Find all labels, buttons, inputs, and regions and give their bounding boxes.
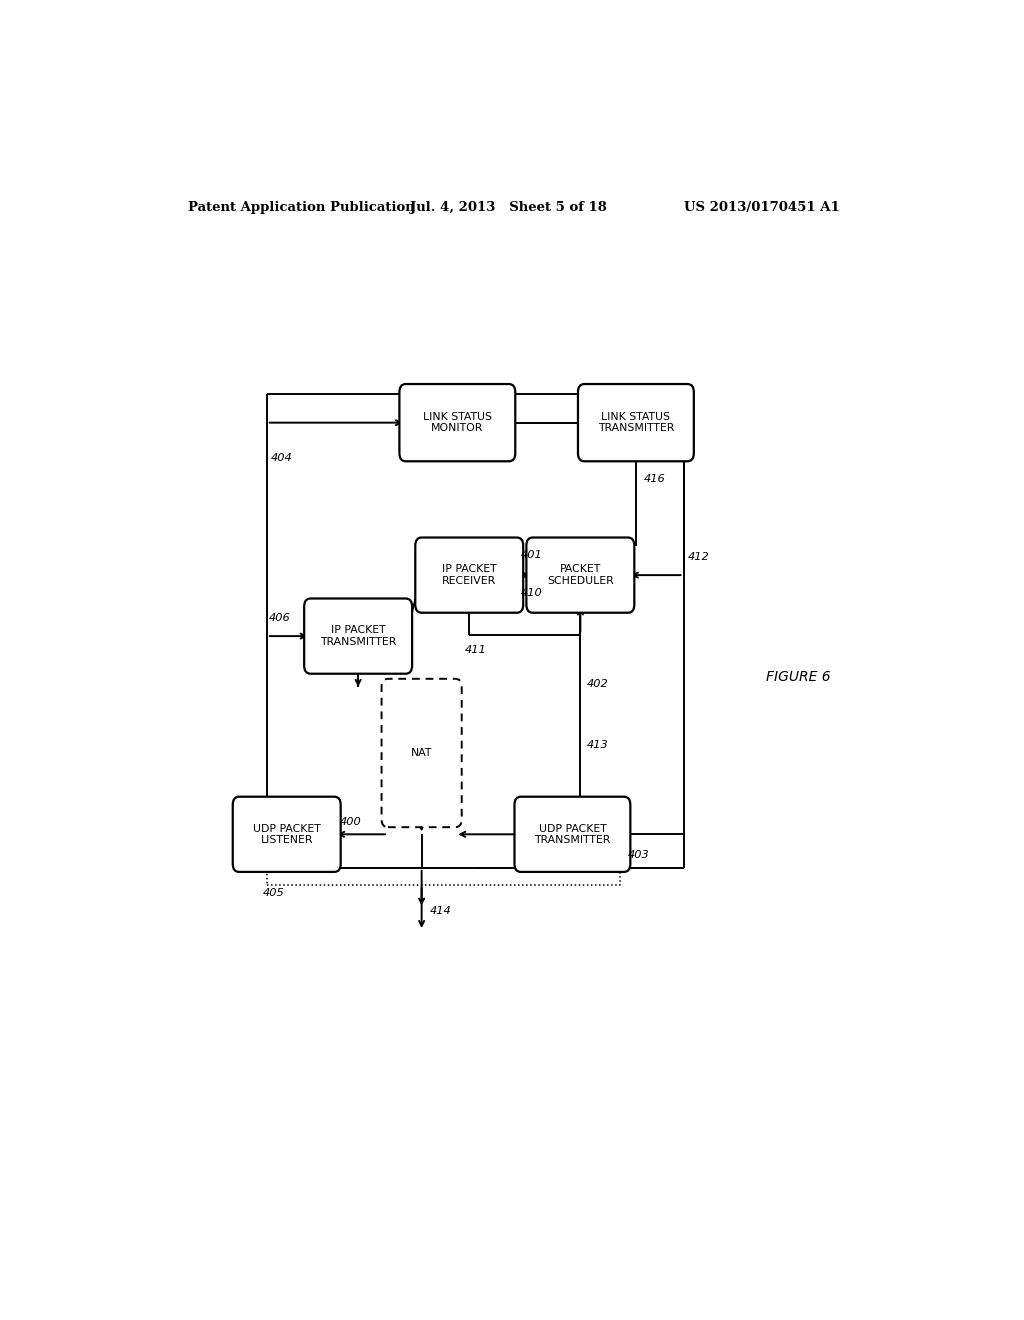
Text: Jul. 4, 2013   Sheet 5 of 18: Jul. 4, 2013 Sheet 5 of 18 xyxy=(410,201,606,214)
Text: LINK STATUS
MONITOR: LINK STATUS MONITOR xyxy=(423,412,492,433)
Text: US 2013/0170451 A1: US 2013/0170451 A1 xyxy=(684,201,840,214)
Text: 404: 404 xyxy=(270,453,293,463)
FancyBboxPatch shape xyxy=(399,384,515,461)
Text: NAT: NAT xyxy=(411,748,432,758)
Text: Patent Application Publication: Patent Application Publication xyxy=(187,201,415,214)
Text: LINK STATUS
TRANSMITTER: LINK STATUS TRANSMITTER xyxy=(598,412,674,433)
Text: 410: 410 xyxy=(521,589,543,598)
Text: UDP PACKET
LISTENER: UDP PACKET LISTENER xyxy=(253,824,321,845)
Text: 401: 401 xyxy=(521,550,543,560)
Text: 414: 414 xyxy=(430,906,452,916)
Text: 412: 412 xyxy=(687,552,710,562)
Text: IP PACKET
TRANSMITTER: IP PACKET TRANSMITTER xyxy=(319,626,396,647)
FancyBboxPatch shape xyxy=(416,537,523,612)
Text: 403: 403 xyxy=(628,850,649,859)
Bar xyxy=(267,867,621,886)
Text: FIGURE 6: FIGURE 6 xyxy=(766,669,830,684)
Text: IP PACKET
RECEIVER: IP PACKET RECEIVER xyxy=(442,565,497,586)
FancyBboxPatch shape xyxy=(232,797,341,873)
Text: UDP PACKET
TRANSMITTER: UDP PACKET TRANSMITTER xyxy=(535,824,610,845)
Text: 405: 405 xyxy=(263,888,285,898)
Text: 402: 402 xyxy=(587,680,608,689)
Text: 413: 413 xyxy=(587,741,608,750)
FancyBboxPatch shape xyxy=(514,797,631,873)
Text: 411: 411 xyxy=(465,645,487,655)
FancyBboxPatch shape xyxy=(526,537,634,612)
Text: 416: 416 xyxy=(644,474,666,483)
FancyBboxPatch shape xyxy=(578,384,694,461)
Text: PACKET
SCHEDULER: PACKET SCHEDULER xyxy=(547,565,613,586)
FancyBboxPatch shape xyxy=(304,598,412,673)
Text: 400: 400 xyxy=(340,817,362,828)
Text: 406: 406 xyxy=(269,612,291,623)
FancyBboxPatch shape xyxy=(382,678,462,828)
